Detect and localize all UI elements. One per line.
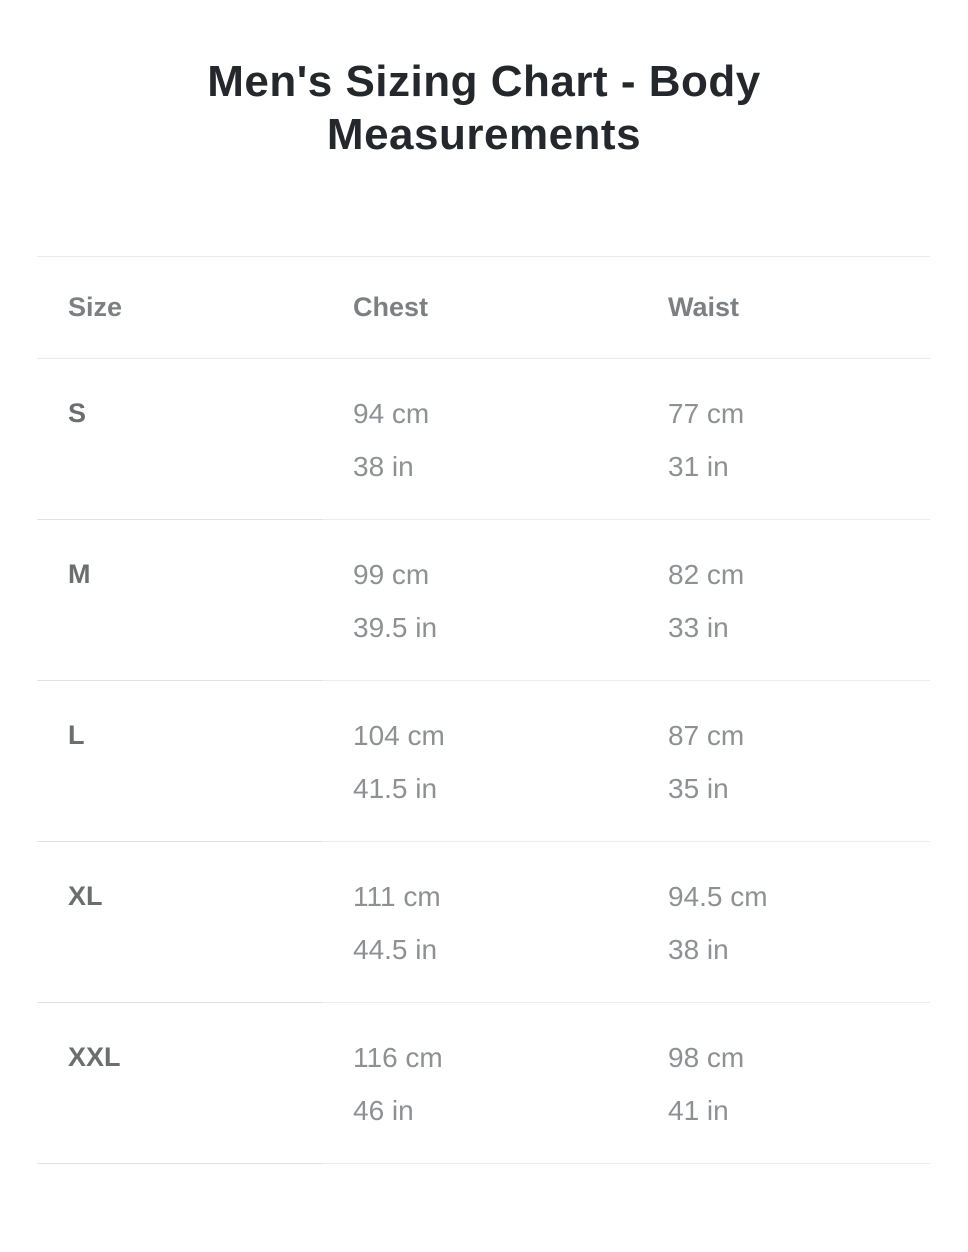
table-row: L 104 cm 41.5 in 87 cm 35 in: [37, 680, 930, 842]
size-cell: XL: [37, 841, 322, 1003]
waist-in-value: 31 in: [668, 451, 729, 482]
waist-cm-value: 77 cm: [668, 398, 745, 429]
size-cell: S: [37, 358, 322, 520]
table-row: XXL 116 cm 46 in 98 cm 41 in: [37, 1002, 930, 1164]
table-row: S 94 cm 38 in 77 cm 31 in: [37, 358, 930, 520]
page-title: Men's Sizing Chart - Body Measurements: [207, 57, 761, 159]
table-header-row: Size Chest Waist: [37, 256, 930, 359]
chest-cm-value: 94 cm: [353, 398, 430, 429]
sizing-table: Size Chest Waist S 94 cm 38 in 77 cm 31 …: [37, 256, 930, 1164]
chest-in-value: 44.5 in: [353, 934, 438, 965]
chest-cm-value: 116 cm: [353, 1042, 443, 1073]
chest-cell: 94 cm 38 in: [322, 358, 637, 520]
table-header-row: Size Chest Waist: [37, 256, 930, 359]
chest-cm-value: 99 cm: [353, 559, 430, 590]
column-header-waist: Waist: [637, 256, 930, 359]
waist-cell: 94.5 cm 38 in: [637, 841, 930, 1003]
waist-cell: 82 cm 33 in: [637, 519, 930, 681]
waist-in-value: 33 in: [668, 612, 729, 643]
size-cell: XXL: [37, 1002, 322, 1164]
waist-in-value: 35 in: [668, 773, 729, 804]
waist-cell: 87 cm 35 in: [637, 680, 930, 842]
table-row: XL 111 cm 44.5 in 94.5 cm 38 in: [37, 841, 930, 1003]
chest-cm-value: 111 cm: [353, 881, 441, 912]
chest-cell: 104 cm 41.5 in: [322, 680, 637, 842]
waist-cm-value: 82 cm: [668, 559, 745, 590]
waist-cm-value: 98 cm: [668, 1042, 745, 1073]
chest-cm-value: 104 cm: [353, 720, 445, 751]
column-header-size: Size: [37, 256, 322, 359]
column-header-chest: Chest: [322, 256, 637, 359]
chest-cell: 99 cm 39.5 in: [322, 519, 637, 681]
size-cell: M: [37, 519, 322, 681]
chest-in-value: 46 in: [353, 1095, 414, 1126]
waist-cm-value: 87 cm: [668, 720, 745, 751]
chest-cell: 111 cm 44.5 in: [322, 841, 637, 1003]
waist-cm-value: 94.5 cm: [668, 881, 768, 912]
chest-in-value: 38 in: [353, 451, 414, 482]
chest-cell: 116 cm 46 in: [322, 1002, 637, 1164]
waist-cell: 77 cm 31 in: [637, 358, 930, 520]
chest-in-value: 39.5 in: [353, 612, 438, 643]
size-cell: L: [37, 680, 322, 842]
chest-in-value: 41.5 in: [353, 773, 438, 804]
table-row: M 99 cm 39.5 in 82 cm 33 in: [37, 519, 930, 681]
waist-cell: 98 cm 41 in: [637, 1002, 930, 1164]
waist-in-value: 41 in: [668, 1095, 729, 1126]
waist-in-value: 38 in: [668, 934, 729, 965]
